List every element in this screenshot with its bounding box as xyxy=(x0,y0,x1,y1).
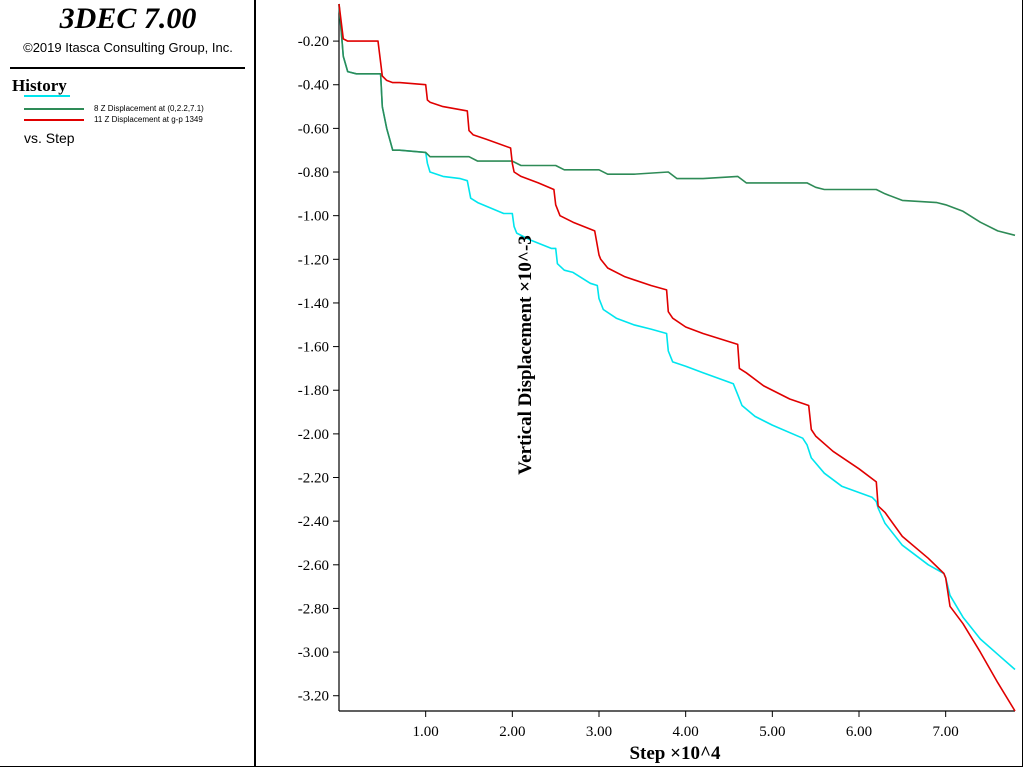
y-tick-label: -2.60 xyxy=(298,558,329,574)
series-layer xyxy=(338,3,1016,712)
legend-swatch-green xyxy=(24,108,84,110)
copyright-text: ©2019 Itasca Consulting Group, Inc. xyxy=(23,40,233,55)
y-axis: -0.20 -0.40 -0.60 -0.80 -1.00 -1.20 -1.40 -1.60… xyxy=(298,4,340,711)
y-tick-label: -3.20 xyxy=(298,689,329,705)
series-line-green xyxy=(338,3,1016,237)
x-axis-label: Step ×10^4 xyxy=(629,743,721,764)
y-tick-label: -0.80 xyxy=(298,165,329,181)
vs-label: vs. Step xyxy=(24,130,75,146)
y-tick-label: -2.00 xyxy=(298,427,329,443)
y-tick-label: -0.40 xyxy=(298,78,329,94)
history-title: History xyxy=(12,76,67,95)
y-tick-label: -3.00 xyxy=(298,645,329,661)
x-tick-label: 1.00 xyxy=(413,724,439,740)
x-axis: 1.00 2.00 3.00 4.00 5.00 6.00 7.00 xyxy=(339,710,1015,740)
y-tick-label: -1.80 xyxy=(298,383,329,399)
y-tick-label: -2.40 xyxy=(298,514,329,530)
series-line-red xyxy=(338,3,1016,712)
legend-label-red: 11 Z Displacement at g-p 1349 xyxy=(94,115,203,124)
x-tick-label: 2.00 xyxy=(499,724,525,740)
x-tick-label: 5.00 xyxy=(759,724,785,740)
y-tick-label: -2.20 xyxy=(298,471,329,487)
y-tick-label: -0.20 xyxy=(298,34,329,50)
y-tick-label: -1.20 xyxy=(298,252,329,268)
y-tick-label: -2.80 xyxy=(298,601,329,617)
y-tick-label: -1.40 xyxy=(298,296,329,312)
divider xyxy=(10,67,245,69)
x-tick-label: 7.00 xyxy=(933,724,959,740)
history-chart: -0.20 -0.40 -0.60 -0.80 -1.00 -1.20 -1.40 -1.60… xyxy=(298,3,1016,764)
series-line-cyan xyxy=(338,3,1016,671)
y-axis-label: Vertical Displacement ×10^-3 xyxy=(515,235,536,475)
legend-swatch-cyan xyxy=(24,95,70,97)
y-tick-label: -0.60 xyxy=(298,121,329,137)
x-tick-label: 6.00 xyxy=(846,724,872,740)
y-tick-label: -1.00 xyxy=(298,209,329,225)
y-tick-label: -1.60 xyxy=(298,340,329,356)
app-title: 3DEC 7.00 xyxy=(59,2,197,35)
x-tick-label: 4.00 xyxy=(673,724,699,740)
legend-swatch-red xyxy=(24,119,84,121)
x-tick-label: 3.00 xyxy=(586,724,612,740)
legend-panel: 3DEC 7.00 ©2019 Itasca Consulting Group,… xyxy=(0,0,256,767)
legend-label-green: 8 Z Displacement at (0,2.2,7.1) xyxy=(94,104,204,113)
